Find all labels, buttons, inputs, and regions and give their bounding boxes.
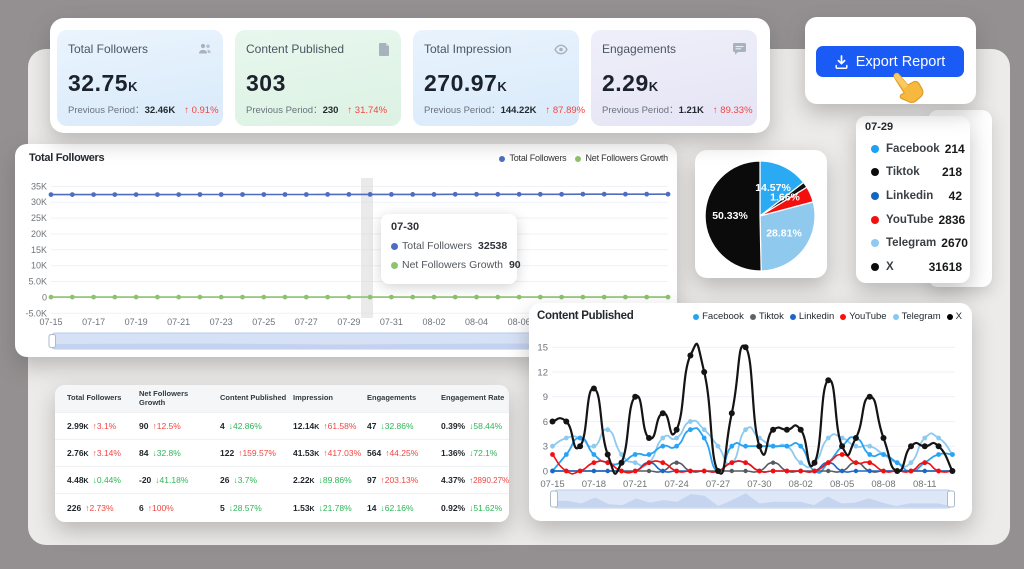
svg-text:07-15: 07-15 <box>39 317 62 327</box>
svg-text:08-02: 08-02 <box>789 479 813 490</box>
svg-text:50.33%: 50.33% <box>712 210 748 222</box>
svg-text:07-31: 07-31 <box>380 317 403 327</box>
svg-text:14.57%: 14.57% <box>755 182 791 194</box>
svg-text:08-05: 08-05 <box>830 479 854 490</box>
svg-text:12: 12 <box>537 368 548 379</box>
svg-text:6: 6 <box>543 417 548 428</box>
svg-text:15K: 15K <box>31 245 47 255</box>
svg-text:08-02: 08-02 <box>422 317 445 327</box>
svg-text:10K: 10K <box>31 261 47 271</box>
svg-text:3: 3 <box>543 442 548 453</box>
svg-text:0: 0 <box>42 292 47 302</box>
svg-text:08-08: 08-08 <box>871 479 895 490</box>
svg-text:07-27: 07-27 <box>295 317 318 327</box>
svg-text:07-23: 07-23 <box>210 317 233 327</box>
svg-text:35K: 35K <box>31 181 47 191</box>
svg-text:5.0K: 5.0K <box>28 277 47 287</box>
svg-text:07-29: 07-29 <box>337 317 360 327</box>
svg-text:07-21: 07-21 <box>167 317 190 327</box>
svg-text:08-04: 08-04 <box>465 317 488 327</box>
svg-text:0: 0 <box>543 467 548 478</box>
svg-text:08-06: 08-06 <box>508 317 531 327</box>
svg-text:9: 9 <box>543 392 548 403</box>
svg-text:07-27: 07-27 <box>706 479 730 490</box>
svg-text:28.81%: 28.81% <box>766 228 802 240</box>
svg-text:25K: 25K <box>31 213 47 223</box>
svg-text:20K: 20K <box>31 229 47 239</box>
svg-text:07-15: 07-15 <box>540 479 564 490</box>
svg-text:07-18: 07-18 <box>582 479 606 490</box>
svg-text:08-11: 08-11 <box>913 479 937 490</box>
svg-text:15: 15 <box>537 343 548 354</box>
svg-text:07-17: 07-17 <box>82 317 105 327</box>
svg-text:1.66%: 1.66% <box>770 192 800 204</box>
svg-text:07-19: 07-19 <box>125 317 148 327</box>
svg-text:07-21: 07-21 <box>623 479 647 490</box>
svg-text:07-25: 07-25 <box>252 317 275 327</box>
svg-text:07-24: 07-24 <box>664 479 688 490</box>
svg-text:07-30: 07-30 <box>747 479 771 490</box>
svg-text:-5.0K: -5.0K <box>25 308 47 318</box>
svg-text:30K: 30K <box>31 197 47 207</box>
